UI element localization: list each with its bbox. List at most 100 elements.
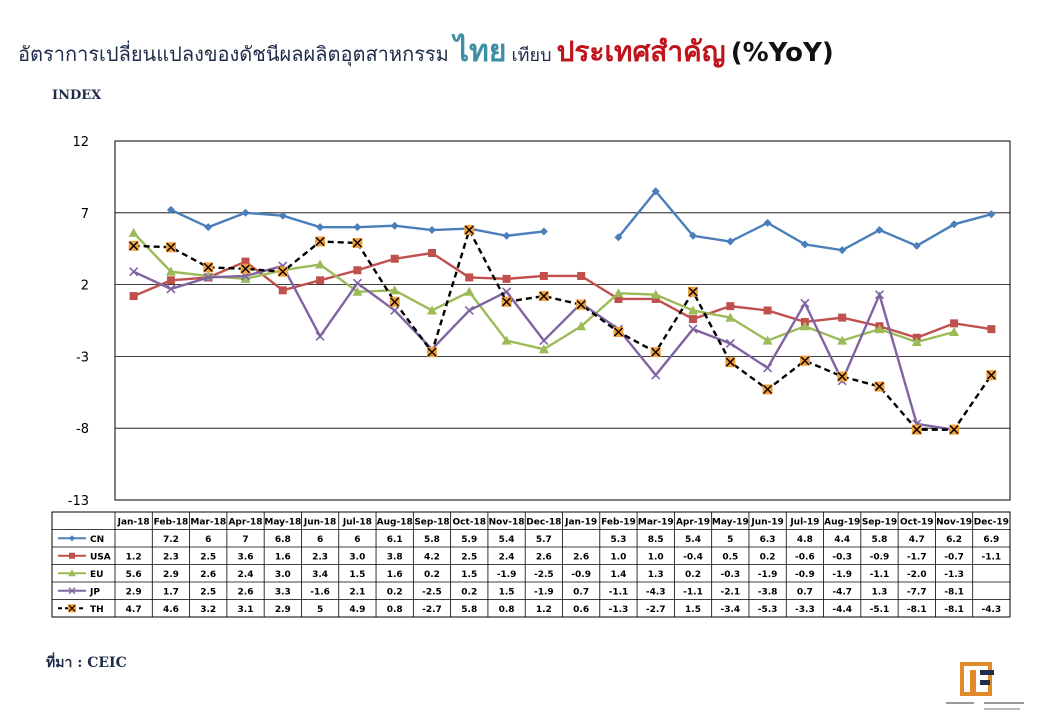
plot-area xyxy=(114,140,1011,501)
point-eu xyxy=(874,324,885,334)
data-label-cn: 8.5 xyxy=(648,535,664,545)
logo-text-line-2 xyxy=(984,702,1024,704)
data-label-jp: 1.3 xyxy=(872,587,888,597)
title-part-thailand: ไทย xyxy=(453,34,507,69)
data-label-jp: 0.7 xyxy=(573,587,589,597)
point-usa xyxy=(651,294,660,303)
point-usa xyxy=(316,276,325,285)
data-label-usa: 2.6 xyxy=(536,552,552,562)
x-tick-label: Sep-18 xyxy=(414,517,449,527)
data-label-cn: 6.1 xyxy=(387,535,403,545)
x-tick-label: Dec-19 xyxy=(974,517,1009,527)
point-cn xyxy=(726,237,735,246)
data-label-usa: 0.2 xyxy=(760,552,776,562)
point-cn xyxy=(278,211,287,220)
legend-label-usa: USA xyxy=(90,552,111,562)
point-cn xyxy=(912,241,921,250)
data-label-th: -1.3 xyxy=(609,605,629,615)
legend-marker-usa xyxy=(69,552,75,559)
point-usa xyxy=(241,257,250,266)
data-label-eu: -1.1 xyxy=(870,570,890,580)
data-label-th: 0.8 xyxy=(387,605,403,615)
data-label-th: -2.7 xyxy=(422,605,442,615)
data-label-cn: 6 xyxy=(317,535,323,545)
point-eu xyxy=(837,335,848,345)
x-tick-label: Jan-18 xyxy=(117,517,150,527)
data-label-jp: -1.6 xyxy=(310,587,330,597)
legend-marker-cn xyxy=(69,535,75,542)
point-eu xyxy=(799,321,810,331)
data-label-jp: -4.7 xyxy=(832,587,852,597)
x-tick-label: Aug-18 xyxy=(377,517,413,527)
point-cn xyxy=(689,231,698,240)
point-usa xyxy=(166,276,175,285)
data-label-cn: 6.3 xyxy=(760,535,776,545)
x-tick-label: Oct-18 xyxy=(452,517,486,527)
point-cn xyxy=(204,223,213,232)
point-th-cross xyxy=(315,237,325,247)
point-usa xyxy=(390,254,399,263)
data-label-jp: 2.9 xyxy=(126,587,142,597)
point-usa xyxy=(763,306,772,315)
legend-marker-jp xyxy=(68,587,76,595)
point-usa xyxy=(353,266,362,275)
point-th-cross xyxy=(539,291,549,301)
data-label-cn: 5.8 xyxy=(872,535,888,545)
title-part-1: อัตราการเปลี่ยนแปลงของดัชนีผลผลิตอุตสาหก… xyxy=(18,42,449,66)
legend-label-eu: EU xyxy=(90,570,103,580)
y-axis-title: INDEX xyxy=(52,88,102,103)
data-label-jp: 0.7 xyxy=(797,587,813,597)
series-line-cn xyxy=(170,208,544,237)
x-tick-label: Apr-19 xyxy=(676,517,710,527)
data-label-usa: -0.3 xyxy=(832,552,852,562)
point-eu xyxy=(688,305,699,315)
x-tick-label: Apr-18 xyxy=(228,517,262,527)
point-eu xyxy=(538,344,549,354)
point-eu xyxy=(389,285,400,295)
point-cn xyxy=(838,246,847,255)
data-label-cn: 5.4 xyxy=(685,535,701,545)
data-label-eu: 1.3 xyxy=(648,570,664,580)
logo-bar xyxy=(970,670,976,694)
point-th-cross xyxy=(241,264,251,274)
point-th-cross xyxy=(203,262,213,272)
point-jp xyxy=(315,331,325,341)
point-eu xyxy=(576,321,587,331)
logo-text-line-3 xyxy=(984,708,1020,710)
data-label-eu: -1.9 xyxy=(832,570,852,580)
data-label-jp: -8.1 xyxy=(944,587,964,597)
point-th-cross xyxy=(613,327,623,337)
point-eu xyxy=(501,335,512,345)
data-label-th: 1.2 xyxy=(536,605,552,615)
data-label-eu: 3.4 xyxy=(312,570,328,580)
data-label-eu: 2.6 xyxy=(200,570,216,580)
point-eu xyxy=(315,259,326,269)
data-label-th: -5.3 xyxy=(758,605,778,615)
data-label-th: 5 xyxy=(317,605,323,615)
y-tick-label: -8 xyxy=(76,422,89,437)
point-jp xyxy=(688,324,698,334)
data-label-jp: 1.5 xyxy=(499,587,515,597)
data-label-th: 4.9 xyxy=(349,605,365,615)
point-jp xyxy=(203,272,213,282)
point-usa xyxy=(577,271,586,280)
point-cn xyxy=(950,220,959,229)
point-cn xyxy=(651,187,660,196)
point-th-cross xyxy=(986,370,996,380)
point-eu xyxy=(911,337,922,347)
point-cn xyxy=(987,210,996,219)
data-label-jp: -7.7 xyxy=(907,587,927,597)
x-tick-label: Sep-19 xyxy=(862,517,897,527)
point-cn xyxy=(353,223,362,232)
point-jp xyxy=(352,278,362,288)
data-label-usa: 3.6 xyxy=(238,552,254,562)
data-label-eu: 1.5 xyxy=(349,570,365,580)
data-label-jp: -1.1 xyxy=(609,587,629,597)
point-usa xyxy=(614,294,623,303)
point-jp xyxy=(651,370,661,380)
point-jp xyxy=(390,305,400,316)
data-label-usa: 0.5 xyxy=(722,552,738,562)
point-th-cross xyxy=(688,287,698,297)
point-usa xyxy=(689,315,698,324)
data-label-eu: -1.9 xyxy=(497,570,517,580)
